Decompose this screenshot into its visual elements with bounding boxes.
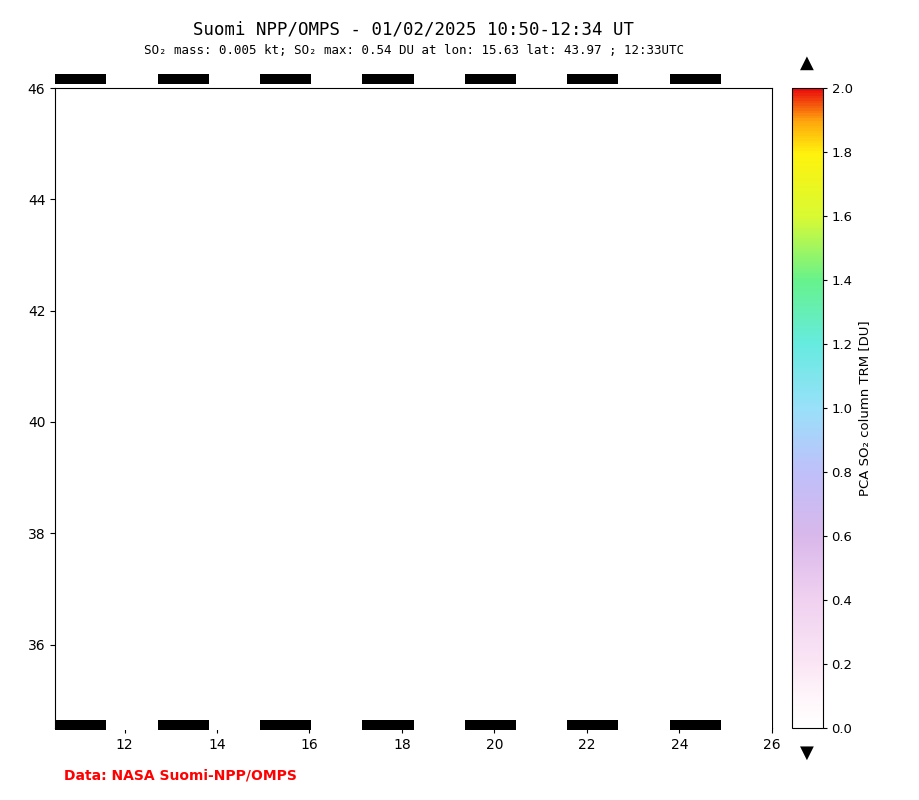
Text: Data: NASA Suomi-NPP/OMPS: Data: NASA Suomi-NPP/OMPS [64,768,297,782]
Bar [157,74,209,84]
Text: Suomi NPP/OMPS - 01/02/2025 10:50-12:34 UT: Suomi NPP/OMPS - 01/02/2025 10:50-12:34 … [193,20,634,38]
Bar [670,74,720,84]
Bar [618,74,670,84]
Text: SO₂ mass: 0.005 kt; SO₂ max: 0.54 DU at lon: 15.63 lat: 43.97 ; 12:33UTC: SO₂ mass: 0.005 kt; SO₂ max: 0.54 DU at … [143,44,684,57]
Bar [414,720,465,730]
Bar [720,720,772,730]
Bar [618,720,670,730]
Bar [107,74,157,84]
Bar [414,74,465,84]
Bar [720,74,772,84]
Bar [362,74,414,84]
Bar [55,74,107,84]
Bar [465,720,516,730]
Bar [516,720,567,730]
Bar [107,720,157,730]
Bar [312,720,362,730]
Bar [465,74,516,84]
Bar [312,74,362,84]
Bar [209,720,260,730]
Bar [55,720,107,730]
Bar [567,74,618,84]
Text: ▼: ▼ [800,744,814,762]
Y-axis label: PCA SO₂ column TRM [DU]: PCA SO₂ column TRM [DU] [858,320,871,496]
Bar [516,74,567,84]
Text: ▲: ▲ [800,54,814,72]
Bar [567,720,618,730]
Bar [362,720,414,730]
Bar [260,74,312,84]
Bar [260,720,312,730]
Bar [157,720,209,730]
Bar [670,720,720,730]
Bar [209,74,260,84]
